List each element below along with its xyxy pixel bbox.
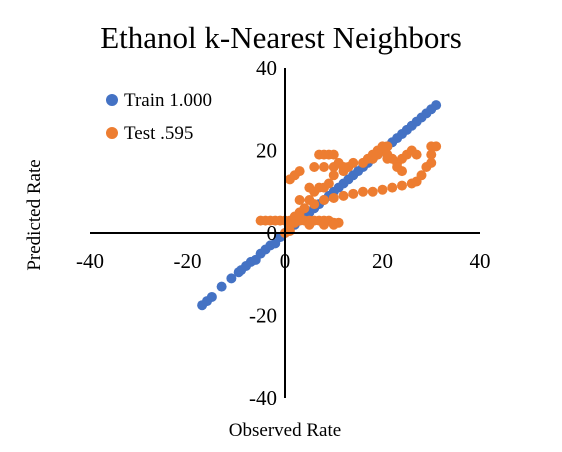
test-point: [426, 149, 437, 160]
test-point: [323, 178, 334, 189]
test-point: [348, 157, 359, 168]
train-point: [226, 273, 237, 284]
legend-marker: [106, 94, 118, 106]
test-point: [416, 170, 427, 181]
test-point: [294, 211, 305, 222]
test-point: [431, 141, 442, 152]
test-point: [319, 162, 329, 172]
train-point: [216, 281, 227, 292]
train-point: [206, 291, 217, 302]
test-point: [328, 192, 339, 203]
x-tick-label: 0: [280, 249, 291, 273]
train-point: [431, 100, 442, 111]
test-point: [348, 188, 359, 199]
legend-label: Test .595: [124, 123, 193, 144]
legend-label: Train 1.000: [124, 90, 212, 111]
test-point: [382, 149, 393, 160]
x-axis-label: Observed Rate: [229, 420, 341, 441]
y-tick-label: 0: [267, 221, 278, 245]
test-point: [358, 186, 368, 197]
test-point: [319, 195, 329, 205]
y-tick-label: 40: [256, 56, 277, 80]
test-point: [328, 149, 339, 160]
x-tick-label: -40: [76, 249, 104, 273]
test-point: [294, 166, 305, 177]
test-point: [328, 170, 339, 181]
test-point: [328, 219, 339, 230]
test-point: [338, 190, 349, 201]
x-tick-label: 40: [470, 249, 491, 273]
test-point: [411, 149, 422, 160]
chart-title: Ethanol k-Nearest Neighbors: [100, 20, 462, 55]
legend-marker: [106, 127, 118, 139]
y-tick-label: -20: [249, 304, 277, 328]
y-tick-label: -40: [249, 386, 277, 410]
test-point: [284, 219, 295, 230]
test-point: [426, 157, 437, 168]
test-point: [387, 182, 398, 193]
test-point: [338, 162, 349, 172]
test-point: [309, 162, 320, 172]
test-point: [397, 180, 407, 191]
test-point: [299, 203, 310, 214]
ticks-layer: -40 -20 0 20 40 40 20 0 -20 -40: [76, 56, 491, 410]
test-point: [372, 149, 383, 160]
y-axis-label: Predicted Rate: [24, 159, 45, 270]
points-layer: [197, 100, 442, 311]
test-point: [392, 162, 403, 172]
legend: Train 1.000 Test .595: [106, 90, 212, 144]
x-tick-label: 20: [372, 249, 393, 273]
test-point: [294, 195, 305, 205]
x-tick-label: -20: [174, 249, 202, 273]
test-point: [377, 184, 388, 195]
y-tick-label: 20: [256, 139, 277, 163]
test-point: [319, 219, 329, 230]
test-point: [304, 219, 315, 230]
test-point: [309, 199, 320, 210]
test-point: [367, 186, 378, 197]
